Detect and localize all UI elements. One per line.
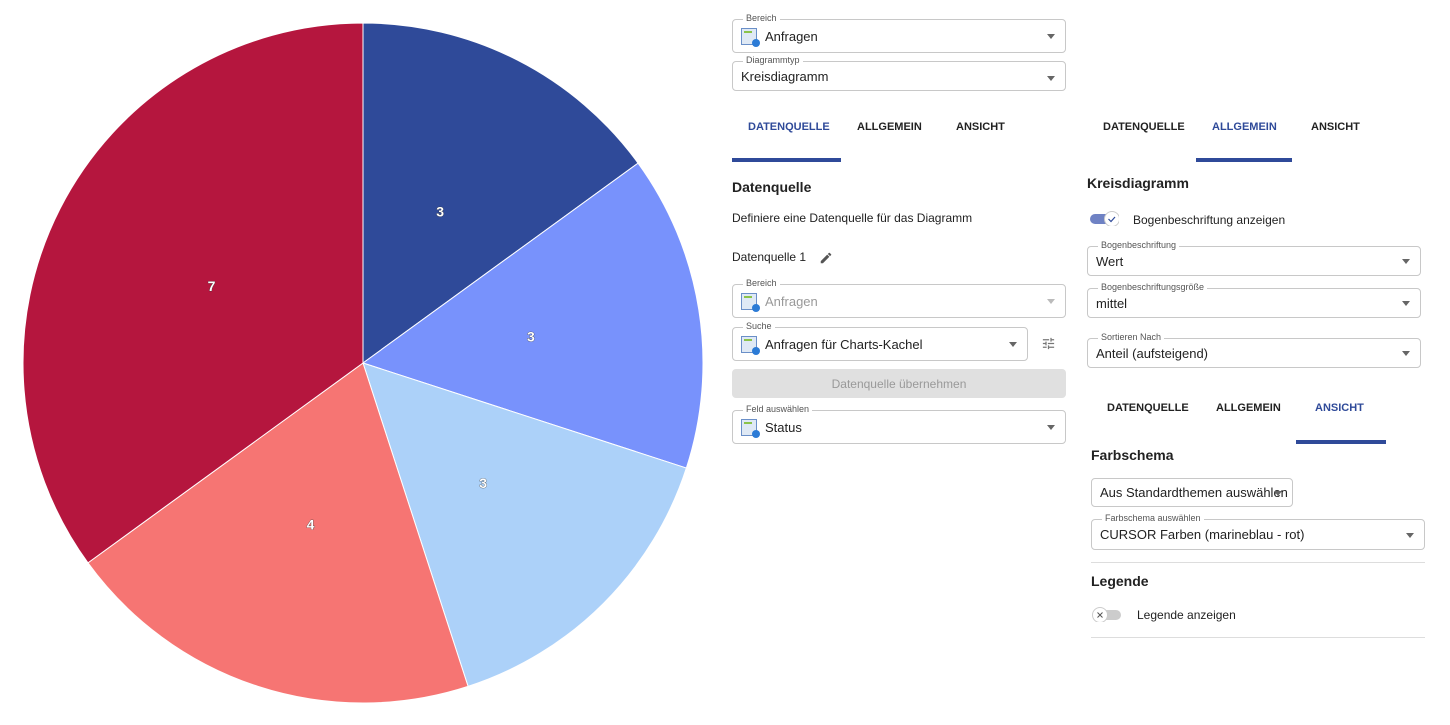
sort-select[interactable]: Sortieren Nach Anteil (aufsteigend)	[1087, 332, 1421, 368]
color-scheme-select[interactable]: Farbschema auswählen CURSOR Farben (mari…	[1091, 513, 1425, 550]
label-size-label: Bogenbeschriftungsgröße	[1098, 282, 1208, 292]
pencil-icon[interactable]	[819, 251, 833, 265]
feld-label: Feld auswählen	[743, 404, 813, 414]
pie-slice[interactable]	[362, 22, 639, 364]
color-scheme-label: Farbschema auswählen	[1102, 513, 1204, 523]
query-icon	[741, 418, 760, 438]
pie-slice[interactable]	[87, 362, 469, 704]
theme-source-select[interactable]: Aus Standardthemen auswählen	[1091, 478, 1293, 507]
label-size-select[interactable]: Bogenbeschriftungsgröße mittel	[1087, 282, 1421, 318]
divider	[1091, 562, 1425, 563]
tab-allgemein[interactable]: ALLGEMEIN	[1216, 402, 1281, 414]
arc-label-toggle[interactable]	[1089, 210, 1119, 226]
divider	[1091, 637, 1425, 638]
tab-allgemein[interactable]: ALLGEMEIN	[1212, 121, 1277, 133]
legend-toggle-label: Legende anzeigen	[1137, 608, 1236, 622]
active-tab-indicator	[1296, 440, 1386, 444]
query-icon	[741, 27, 760, 47]
chevron-down-icon	[1402, 301, 1410, 306]
legend-toggle[interactable]	[1091, 606, 1121, 622]
pie-slice[interactable]	[22, 22, 364, 564]
kreisdiagramm-heading: Kreisdiagramm	[1087, 175, 1189, 191]
diagrammtyp-label: Diagrammtyp	[743, 55, 803, 65]
arc-label-toggle-label: Bogenbeschriftung anzeigen	[1133, 213, 1286, 227]
tab-datenquelle[interactable]: DATENQUELLE	[748, 121, 830, 133]
query-icon	[741, 335, 760, 355]
color-scheme-value: CURSOR Farben (marineblau - rot)	[1100, 527, 1305, 542]
theme-source-value: Aus Standardthemen auswählen	[1100, 485, 1288, 500]
pie-slice[interactable]	[362, 362, 687, 687]
bereich-value: Anfragen	[765, 28, 818, 44]
slice-label: 7	[208, 278, 216, 294]
tab-ansicht[interactable]: ANSICHT	[956, 121, 1005, 133]
tab-datenquelle[interactable]: DATENQUELLE	[1107, 402, 1189, 414]
chevron-down-icon	[1047, 34, 1055, 39]
apply-datasource-button[interactable]: Datenquelle übernehmen	[732, 369, 1066, 398]
sort-value: Anteil (aufsteigend)	[1096, 345, 1209, 361]
sort-label: Sortieren Nach	[1098, 332, 1165, 342]
slice-label: 3	[479, 475, 487, 491]
chevron-down-icon	[1402, 351, 1410, 356]
active-tab-indicator	[1196, 158, 1292, 162]
pie-chart: 3 3 3 4 7	[22, 22, 704, 704]
slice-label: 3	[436, 204, 444, 220]
chevron-down-icon	[1047, 425, 1055, 430]
feld-value: Status	[765, 419, 802, 435]
ds-bereich-label: Bereich	[743, 278, 780, 288]
diagrammtyp-select[interactable]: Diagrammtyp Kreisdiagramm	[732, 55, 1066, 91]
ds-bereich-value: Anfragen	[765, 293, 818, 309]
ds-bereich-select: Bereich Anfragen	[732, 278, 1066, 318]
suche-select[interactable]: Suche Anfragen für Charts-Kachel	[732, 321, 1028, 361]
filter-settings-icon[interactable]	[1041, 336, 1056, 351]
bereich-label: Bereich	[743, 13, 780, 23]
bereich-select[interactable]: Bereich Anfragen	[732, 13, 1066, 53]
chevron-down-icon	[1047, 299, 1055, 304]
datenquelle-description: Definiere eine Datenquelle für das Diagr…	[732, 211, 973, 225]
tab-allgemein[interactable]: ALLGEMEIN	[857, 121, 922, 133]
query-icon	[741, 292, 760, 312]
datenquelle-heading: Datenquelle	[732, 179, 812, 195]
bogenbeschriftung-value: Wert	[1096, 253, 1124, 269]
bogenbeschriftung-label: Bogenbeschriftung	[1098, 240, 1180, 250]
chevron-down-icon	[1402, 259, 1410, 264]
chevron-down-icon	[1047, 76, 1055, 81]
suche-label: Suche	[743, 321, 775, 331]
tab-datenquelle[interactable]: DATENQUELLE	[1103, 121, 1185, 133]
slice-label: 4	[307, 517, 315, 533]
chevron-down-icon	[1274, 491, 1282, 496]
tab-ansicht[interactable]: ANSICHT	[1311, 121, 1360, 133]
chevron-down-icon	[1009, 342, 1017, 347]
farbschema-heading: Farbschema	[1091, 447, 1174, 463]
suche-value: Anfragen für Charts-Kachel	[765, 336, 923, 352]
bogenbeschriftung-select[interactable]: Bogenbeschriftung Wert	[1087, 240, 1421, 276]
diagrammtyp-value: Kreisdiagramm	[741, 68, 829, 84]
active-tab-indicator	[732, 158, 841, 162]
label-size-value: mittel	[1096, 295, 1128, 311]
pie-slice[interactable]	[361, 162, 704, 469]
slice-label: 3	[527, 328, 535, 344]
datasource-name: Datenquelle 1	[732, 250, 807, 264]
chevron-down-icon	[1406, 533, 1414, 538]
feld-select[interactable]: Feld auswählen Status	[732, 404, 1066, 444]
legende-heading: Legende	[1091, 573, 1149, 589]
tab-ansicht[interactable]: ANSICHT	[1315, 402, 1364, 414]
